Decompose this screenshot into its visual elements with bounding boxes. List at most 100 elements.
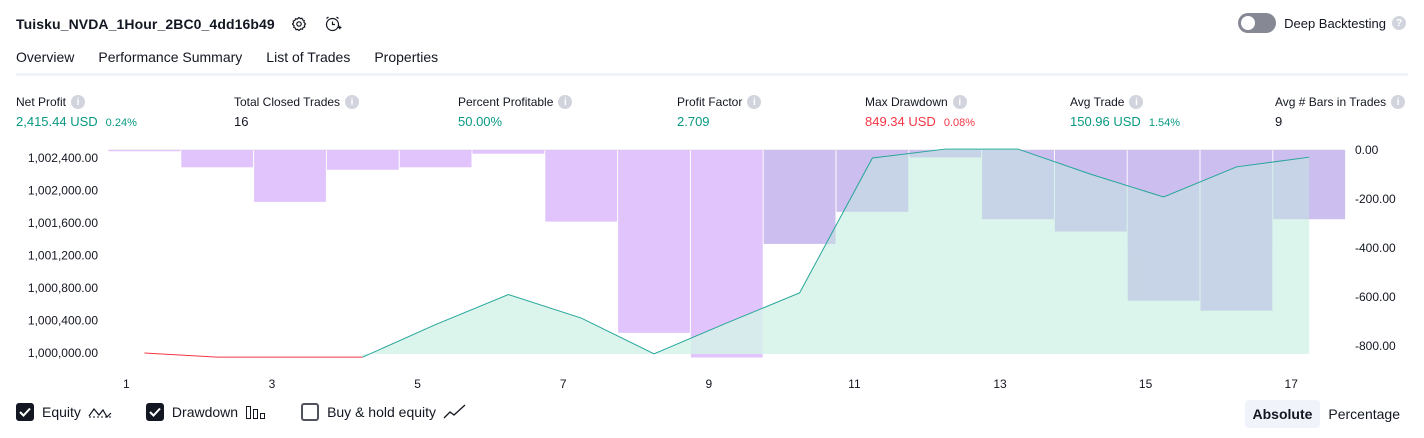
metric-label: Net Profit [16, 95, 67, 109]
y-right-tick-label: -200.00 [1355, 192, 1396, 206]
y-left-tick-label: 1,001,600.00 [28, 216, 98, 230]
equity-line-loss [144, 352, 363, 358]
add-alert-clock-icon[interactable] [323, 14, 343, 34]
equity-line-profit [362, 148, 1310, 358]
metric-value: 2,415.44 USD [16, 114, 98, 129]
metric-label: Avg # Bars in Trades [1275, 95, 1387, 109]
metric-percent: 1.54% [1148, 117, 1181, 129]
metric-label: Total Closed Trades [234, 95, 341, 109]
metric-net-profit: Net Profit i 2,415.44 USD 0.24% [16, 94, 137, 129]
equity-line-icon [88, 404, 112, 420]
report-tabs: Overview Performance Summary List of Tra… [16, 44, 462, 76]
metric-total-closed-trades: Total Closed Trades i 16 [234, 94, 360, 129]
x-tick-label: 7 [560, 377, 567, 391]
x-tick-label: 3 [269, 377, 276, 391]
drawdown-bar [618, 150, 690, 333]
legend-buy-hold-equity[interactable]: Buy & hold equity [301, 403, 467, 421]
x-tick-label: 1 [123, 377, 130, 391]
drawdown-bars-icon [245, 404, 267, 420]
metric-value: 16 [234, 114, 249, 129]
y-left-tick-label: 1,001,200.00 [28, 249, 98, 263]
equity-drawdown-chart[interactable]: 1,002,400.00 1,002,000.00 1,001,600.00 1,00… [0, 140, 1424, 395]
info-icon[interactable]: i [952, 95, 967, 109]
percentage-button[interactable]: Percentage [1328, 406, 1400, 422]
x-tick-label: 15 [1139, 377, 1153, 391]
gear-icon[interactable] [289, 14, 309, 34]
metric-percent: 0.24% [105, 117, 137, 129]
legend-drawdown[interactable]: Drawdown [145, 403, 267, 421]
strategy-header: Tuisku_NVDA_1Hour_2BC0_4dd16b49 [16, 12, 343, 36]
info-icon[interactable]: i [71, 95, 86, 109]
x-tick-label: 17 [1285, 377, 1299, 391]
info-icon[interactable]: i [558, 95, 573, 109]
checkbox-checked-icon[interactable] [16, 403, 34, 421]
tab-properties[interactable]: Properties [374, 49, 439, 65]
drawdown-bar-overlap [1127, 150, 1200, 301]
checkbox-unchecked-icon[interactable] [301, 403, 320, 421]
legend-label: Buy & hold equity [327, 404, 437, 420]
x-tick-label: 11 [848, 377, 861, 391]
metric-value: 849.34 USD [865, 114, 936, 129]
drawdown-bar-overlap [1054, 150, 1127, 232]
y-right-tick-label: -600.00 [1355, 290, 1396, 304]
info-icon[interactable]: i [1129, 95, 1144, 109]
drawdown-bar-overlap [836, 150, 909, 212]
value-mode-toggle: Absolute Percentage [1244, 400, 1409, 428]
help-icon[interactable]: ? [1392, 16, 1406, 30]
y-left-tick-label: 1,000,800.00 [28, 281, 98, 295]
drawdown-bar-overlap [909, 150, 982, 158]
metric-value: 50.00% [458, 114, 503, 129]
strategy-title: Tuisku_NVDA_1Hour_2BC0_4dd16b49 [16, 16, 275, 32]
y-right-tick-label: -800.00 [1355, 339, 1396, 353]
y-left-tick-label: 1,000,400.00 [28, 314, 98, 328]
metric-label: Avg Trade [1070, 95, 1125, 109]
x-tick-label: 13 [993, 377, 1007, 391]
x-tick-label: 9 [705, 377, 712, 391]
drawdown-overlap [763, 150, 1346, 311]
metric-value: 2.709 [677, 114, 710, 129]
drawdown-bar [472, 150, 545, 154]
drawdown-bar-overlap [982, 150, 1054, 220]
info-icon[interactable]: i [1391, 95, 1406, 109]
legend-label: Drawdown [171, 404, 239, 420]
metric-max-drawdown: Max Drawdown i 849.34 USD 0.08% [865, 94, 975, 129]
y-left-tick-label: 1,002,000.00 [28, 184, 98, 198]
drawdown-bar-overlap [1200, 150, 1273, 311]
y-left-tick-label: 1,000,000.00 [28, 346, 98, 360]
legend-label: Equity [42, 404, 81, 420]
drawdown-bar [181, 150, 254, 168]
metric-value: 9 [1275, 114, 1283, 129]
drawdown-bar [254, 150, 326, 202]
metric-label: Percent Profitable [458, 95, 554, 109]
tabs-divider [16, 73, 1408, 76]
tab-list-of-trades[interactable]: List of Trades [266, 49, 351, 65]
x-tick-label: 5 [414, 377, 421, 391]
drawdown-bar [763, 150, 836, 244]
metric-percent-profitable: Percent Profitable i 50.00% [458, 94, 573, 129]
metric-label: Max Drawdown [865, 95, 948, 109]
info-icon[interactable]: i [345, 95, 360, 109]
metric-avg-bars-in-trades: Avg # Bars in Trades i 9 [1275, 94, 1406, 129]
metric-value: 150.96 USD [1070, 114, 1141, 129]
info-icon[interactable]: i [747, 95, 762, 109]
deep-backtesting-label: Deep Backtesting [1284, 15, 1386, 31]
drawdown-bar [399, 150, 472, 168]
checkbox-checked-icon[interactable] [145, 403, 164, 421]
absolute-button[interactable]: Absolute [1244, 400, 1321, 428]
y-right-tick-label: -400.00 [1355, 241, 1396, 255]
drawdown-bar [545, 150, 618, 222]
metric-label: Profit Factor [677, 95, 743, 109]
legend-equity[interactable]: Equity [16, 403, 112, 421]
drawdown-bar [108, 150, 181, 152]
metric-percent: 0.08% [943, 117, 976, 129]
tab-performance-summary[interactable]: Performance Summary [98, 49, 243, 65]
y-right-tick-label: 0.00 [1355, 143, 1379, 157]
deep-backtesting-toggle[interactable] [1238, 13, 1277, 33]
drawdown-bar-overlap [763, 150, 836, 244]
metric-profit-factor: Profit Factor i 2.709 [677, 94, 762, 129]
tab-overview[interactable]: Overview [16, 44, 75, 76]
buy-hold-line-icon [443, 404, 467, 420]
metric-avg-trade: Avg Trade i 150.96 USD 1.54% [1070, 94, 1180, 129]
deep-backtesting: Deep Backtesting ? [1238, 13, 1406, 33]
equity-area [362, 149, 1310, 358]
